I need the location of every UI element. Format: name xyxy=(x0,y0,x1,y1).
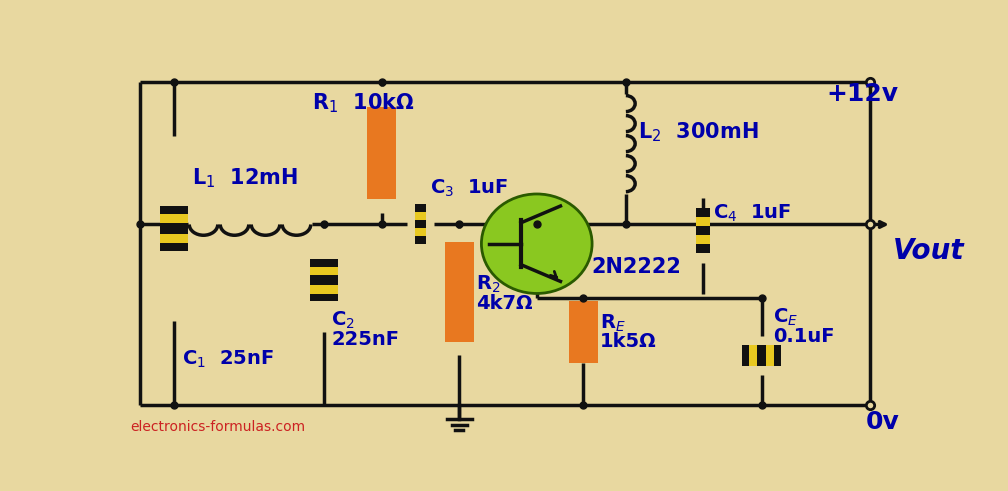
Bar xyxy=(697,208,711,252)
Text: 1k5Ω: 1k5Ω xyxy=(601,332,657,351)
Text: +12v: +12v xyxy=(827,82,898,106)
Bar xyxy=(445,242,474,342)
Text: C$_1$  25nF: C$_1$ 25nF xyxy=(181,349,274,370)
Text: 4k7Ω: 4k7Ω xyxy=(477,294,533,313)
Bar xyxy=(309,267,338,275)
Text: C$_E$: C$_E$ xyxy=(773,306,798,327)
Bar xyxy=(309,285,338,294)
Bar xyxy=(697,235,711,244)
Bar xyxy=(569,301,598,363)
Text: Vout: Vout xyxy=(893,238,965,266)
Text: C$_2$: C$_2$ xyxy=(332,310,355,331)
Bar xyxy=(766,345,774,366)
Text: 0.1uF: 0.1uF xyxy=(773,327,835,346)
Bar xyxy=(160,234,188,243)
Text: R$_E$: R$_E$ xyxy=(601,312,626,334)
Bar xyxy=(414,213,426,220)
Bar xyxy=(414,228,426,237)
Text: 225nF: 225nF xyxy=(332,330,399,350)
Text: 2N2222: 2N2222 xyxy=(591,257,680,277)
Text: 0v: 0v xyxy=(866,410,900,435)
Bar xyxy=(309,259,338,301)
Ellipse shape xyxy=(482,194,592,294)
Bar xyxy=(160,206,188,250)
Text: L$_2$  300mH: L$_2$ 300mH xyxy=(637,120,758,144)
Bar xyxy=(749,345,757,366)
Text: electronics-formulas.com: electronics-formulas.com xyxy=(130,420,305,434)
Bar xyxy=(742,345,781,366)
Bar xyxy=(367,107,396,199)
Text: R$_2$: R$_2$ xyxy=(477,273,501,295)
Text: L$_1$  12mH: L$_1$ 12mH xyxy=(192,166,298,190)
Bar xyxy=(697,217,711,226)
Text: R$_1$  10kΩ: R$_1$ 10kΩ xyxy=(312,92,414,115)
Bar xyxy=(160,214,188,223)
Text: C$_3$  1uF: C$_3$ 1uF xyxy=(429,178,508,199)
Bar xyxy=(414,204,426,245)
Text: C$_4$  1uF: C$_4$ 1uF xyxy=(713,202,791,223)
